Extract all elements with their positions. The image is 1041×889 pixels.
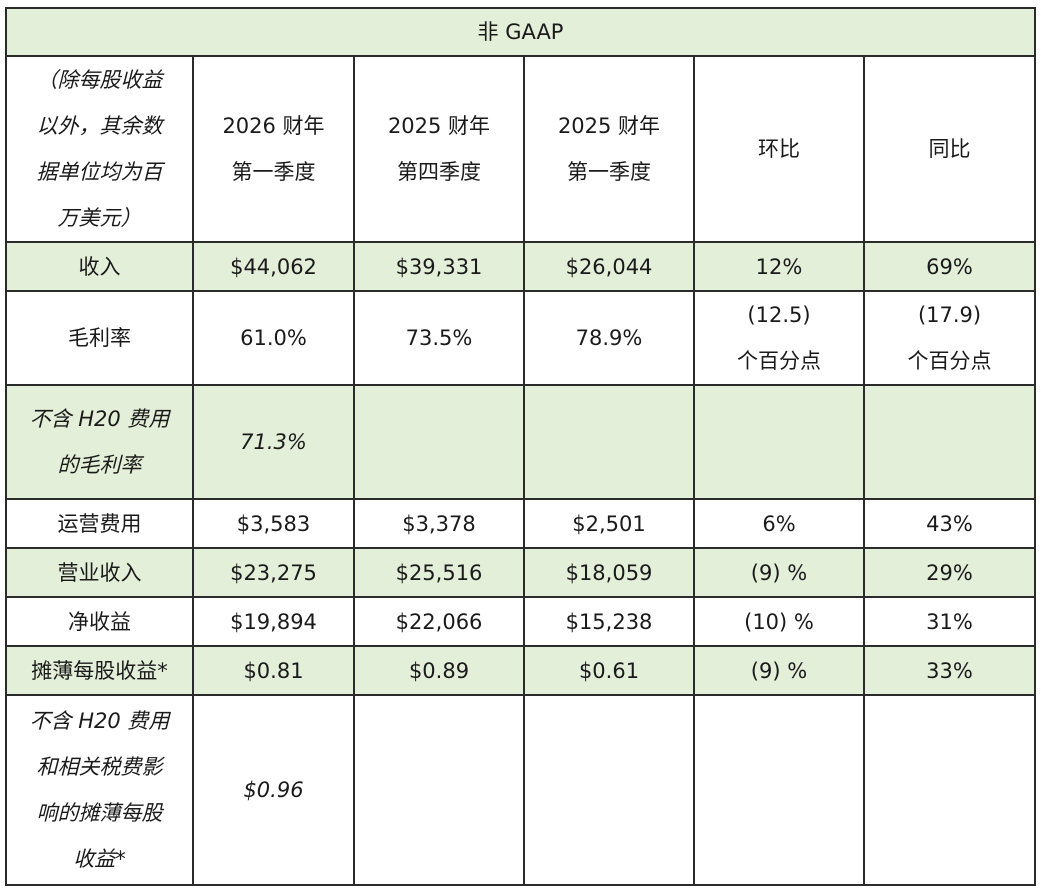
row-label-eps-ex-h20: 不含 H20 费用 和相关税费影 响的摊薄每股 收益* [5,694,194,886]
cell-value: 69% [862,241,1037,292]
cell-value [862,384,1037,500]
cell-value: 71.3% [192,384,355,500]
cell-value: $25,516 [353,547,525,598]
table-row: 收入 $44,062 $39,331 $26,044 12% 69% [5,241,1037,292]
corner-header: （除每股收益 以外，其余数 据单位均为百 万美元） [5,55,194,243]
table-row: 营业收入 $23,275 $25,516 $18,059 (9) % 29% [5,547,1037,598]
row-label-eps: 摊薄每股收益* [5,645,194,696]
cell-value: $15,238 [523,596,695,647]
col-header-line: 2026 财年 [222,114,325,138]
table-row: 毛利率 61.0% 73.5% 78.9% (12.5) 个百分点 (17.9)… [5,290,1037,386]
col-header-fy26q1: 2026 财年 第一季度 [192,55,355,243]
cell-value: 33% [862,645,1037,696]
cell-value-yoy: (17.9) 个百分点 [862,290,1037,386]
cell-line: 收益* [73,847,126,871]
cell-line: 不含 H20 费用 [29,709,170,733]
cell-value [693,384,865,500]
cell-line: 不含 H20 费用 [29,407,170,431]
cell-value: 73.5% [353,290,525,386]
corner-line: 据单位均为百 [36,160,163,184]
cell-value: (10) % [693,596,865,647]
col-header-fy25q4: 2025 财年 第四季度 [353,55,525,243]
cell-value: $22,066 [353,596,525,647]
cell-value [523,384,695,500]
col-header-yoy: 同比 [862,55,1037,243]
cell-value: 78.9% [523,290,695,386]
non-gaap-table: 非 GAAP （除每股收益 以外，其余数 据单位均为百 万美元） 2026 财年… [4,7,1037,886]
row-label-opex: 运营费用 [5,498,194,549]
table-row: 净收益 $19,894 $22,066 $15,238 (10) % 31% [5,596,1037,647]
cell-line: 和相关税费影 [36,755,163,779]
cell-value: $26,044 [523,241,695,292]
cell-line: (17.9) [917,303,982,327]
cell-value: 31% [862,596,1037,647]
cell-line: 个百分点 [907,349,992,373]
cell-value: $3,583 [192,498,355,549]
cell-line: 个百分点 [737,349,821,373]
cell-value: $19,894 [192,596,355,647]
cell-value: $0.81 [192,645,355,696]
col-header-qoq: 环比 [693,55,865,243]
corner-line: 以外，其余数 [36,114,163,138]
table-row: 不含 H20 费用 和相关税费影 响的摊薄每股 收益* $0.96 [5,694,1037,886]
col-header-line: 2025 财年 [557,114,661,138]
col-header-line: 第四季度 [397,160,481,184]
cell-value: $39,331 [353,241,525,292]
row-label-net-income: 净收益 [5,596,194,647]
cell-value [523,694,695,886]
cell-value [353,384,525,500]
cell-value [862,694,1037,886]
cell-value: $0.89 [353,645,525,696]
row-label-gross-margin: 毛利率 [5,290,194,386]
cell-value: $2,501 [523,498,695,549]
cell-line: (12.5) [747,303,811,327]
cell-value: (9) % [693,547,865,598]
col-header-line: 第一季度 [567,160,651,184]
cell-value: 29% [862,547,1037,598]
corner-line: （除每股收益 [36,68,163,92]
cell-value: $0.96 [192,694,355,886]
cell-value: $23,275 [192,547,355,598]
cell-value: 61.0% [192,290,355,386]
row-label-gm-ex-h20: 不含 H20 费用 的毛利率 [5,384,194,500]
cell-value: $0.61 [523,645,695,696]
table-row: 摊薄每股收益* $0.81 $0.89 $0.61 (9) % 33% [5,645,1037,696]
cell-value-qoq: (12.5) 个百分点 [693,290,865,386]
col-header-line: 第一季度 [231,160,316,184]
col-header-line: 2025 财年 [387,114,491,138]
cell-value: $44,062 [192,241,355,292]
col-header-fy25q1: 2025 财年 第一季度 [523,55,695,243]
cell-value [693,694,865,886]
row-label-op-income: 营业收入 [5,547,194,598]
row-label-revenue: 收入 [5,241,194,292]
cell-value: $18,059 [523,547,695,598]
table-row: 运营费用 $3,583 $3,378 $2,501 6% 43% [5,498,1037,549]
cell-value: $3,378 [353,498,525,549]
cell-value: 12% [693,241,865,292]
cell-value: 6% [693,498,865,549]
cell-value [353,694,525,886]
cell-value: (9) % [693,645,865,696]
cell-value: 43% [862,498,1037,549]
cell-line: 响的摊薄每股 [36,801,163,825]
table-row: 不含 H20 费用 的毛利率 71.3% [5,384,1037,500]
corner-line: 万美元） [57,206,142,230]
cell-line: 的毛利率 [57,453,142,477]
table-title: 非 GAAP [4,7,1037,57]
